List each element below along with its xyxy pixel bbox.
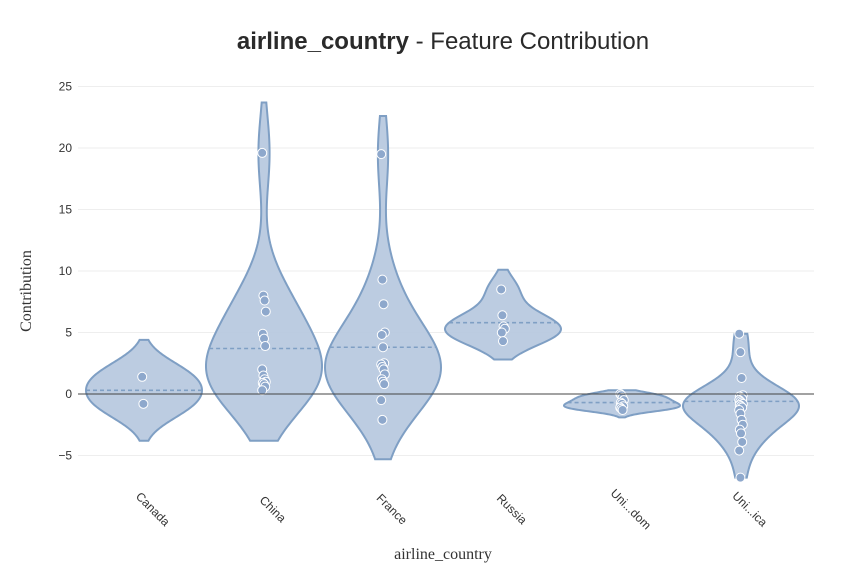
data-point[interactable] [734,328,745,339]
data-point[interactable] [734,445,745,456]
x-axis-label: airline_country [394,546,492,563]
violin-france [323,115,443,461]
data-point[interactable] [260,306,271,317]
data-point[interactable] [257,147,268,158]
data-point[interactable] [377,414,388,425]
data-point[interactable] [736,428,746,439]
data-point[interactable] [497,310,508,321]
x-tick-label: France [374,491,411,528]
y-tick-label: 20 [59,141,73,155]
y-tick-label: 15 [59,203,73,217]
data-point[interactable] [378,299,389,310]
y-tick-label: −5 [58,449,72,463]
x-tick-label: China [257,493,289,525]
data-point[interactable] [137,371,148,382]
data-point[interactable] [257,385,268,396]
data-point[interactable] [496,327,507,338]
x-tick-label: Uni...ica [730,489,771,530]
data-point[interactable] [617,404,628,415]
y-axis-label: Contribution [18,250,35,332]
grid-layer [78,86,814,456]
data-point[interactable] [260,341,271,352]
data-point[interactable] [138,398,149,409]
y-tick-label: 10 [59,264,73,278]
data-point[interactable] [376,149,387,160]
x-tick-label: Uni...dom [608,486,654,532]
y-tick-label: 0 [65,387,72,401]
x-axis-ticks: Canada China France Russia Uni...dom Uni...ic… [133,486,770,532]
y-tick-label: 5 [65,326,72,340]
chart-title-strong: airline_country [237,28,410,55]
y-tick-label: 25 [59,80,73,94]
data-point[interactable] [376,395,387,406]
violin-china [205,101,323,442]
data-point[interactable] [377,274,388,285]
data-point[interactable] [376,329,387,340]
data-point[interactable] [736,373,747,384]
chart-title-rest: - Feature Contribution [409,28,649,55]
data-point[interactable] [737,436,748,447]
data-point[interactable] [498,336,508,347]
y-axis-ticks: −5 0 5 10 15 20 25 [58,80,72,463]
violin-layer [84,101,801,479]
chart-title: airline_country - Feature Contribution [237,28,649,55]
data-point[interactable] [735,347,746,358]
data-point[interactable] [735,472,746,483]
data-point[interactable] [496,284,507,295]
data-point[interactable] [259,295,270,306]
x-tick-label: Russia [494,491,530,527]
data-point[interactable] [378,342,388,353]
data-point[interactable] [379,379,390,390]
x-tick-label: Canada [133,489,173,529]
